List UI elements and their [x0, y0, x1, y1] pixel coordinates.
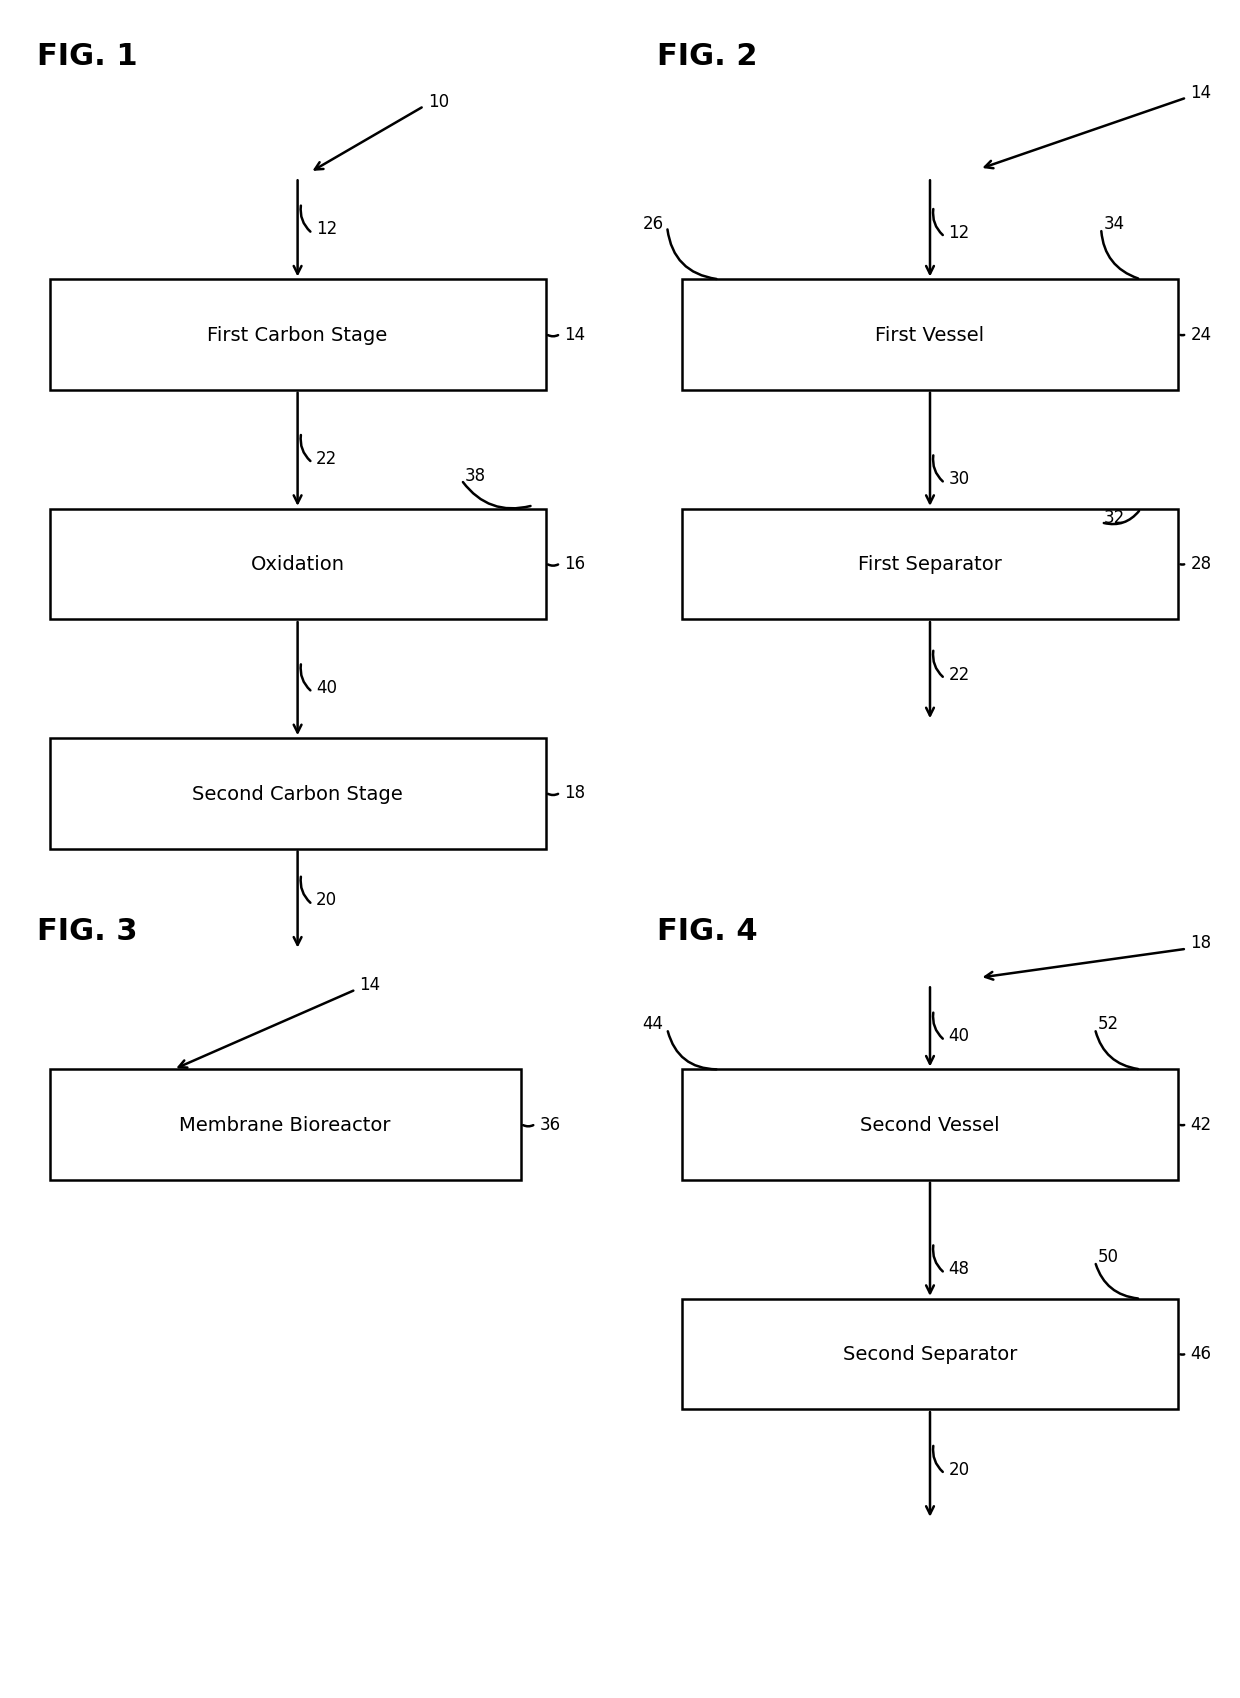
Text: 18: 18 [564, 784, 585, 801]
Bar [682, 1299, 1178, 1409]
Text: Second Separator: Second Separator [843, 1345, 1017, 1363]
Text: 26: 26 [642, 216, 663, 233]
Text: 18: 18 [1190, 934, 1211, 951]
Bar [682, 509, 1178, 620]
Bar [50, 1070, 521, 1180]
Bar [50, 739, 546, 849]
Text: Second Carbon Stage: Second Carbon Stage [192, 784, 403, 803]
Text: First Separator: First Separator [858, 555, 1002, 574]
Text: 12: 12 [316, 221, 337, 238]
Text: 24: 24 [1190, 326, 1211, 343]
Text: FIG. 3: FIG. 3 [37, 917, 138, 946]
Text: Second Vessel: Second Vessel [861, 1116, 999, 1134]
Text: 22: 22 [316, 450, 337, 467]
Text: FIG. 4: FIG. 4 [657, 917, 758, 946]
Text: 42: 42 [1190, 1116, 1211, 1133]
Text: 40: 40 [316, 679, 337, 696]
Bar [50, 509, 546, 620]
Text: FIG. 1: FIG. 1 [37, 42, 138, 71]
Text: Membrane Bioreactor: Membrane Bioreactor [180, 1116, 391, 1134]
Text: Oxidation: Oxidation [250, 555, 345, 574]
Text: 14: 14 [1190, 85, 1211, 102]
Text: 12: 12 [949, 224, 970, 241]
Text: 48: 48 [949, 1260, 970, 1277]
Text: 32: 32 [1104, 509, 1125, 526]
Bar [50, 280, 546, 391]
Text: 10: 10 [428, 93, 449, 110]
Text: 52: 52 [1097, 1015, 1118, 1032]
Text: 50: 50 [1097, 1248, 1118, 1265]
Text: 40: 40 [949, 1027, 970, 1044]
Text: 20: 20 [949, 1460, 970, 1477]
Text: 30: 30 [949, 470, 970, 487]
Text: 16: 16 [564, 555, 585, 572]
Text: 34: 34 [1104, 216, 1125, 233]
Text: First Carbon Stage: First Carbon Stage [207, 326, 388, 345]
Bar [682, 1070, 1178, 1180]
Text: 28: 28 [1190, 555, 1211, 572]
Text: First Vessel: First Vessel [875, 326, 985, 345]
Text: FIG. 2: FIG. 2 [657, 42, 758, 71]
Text: 36: 36 [539, 1116, 560, 1133]
Text: 38: 38 [465, 467, 486, 484]
Text: 22: 22 [949, 666, 970, 683]
Text: 46: 46 [1190, 1345, 1211, 1362]
Text: 14: 14 [564, 326, 585, 343]
Text: 14: 14 [360, 976, 381, 993]
Bar [682, 280, 1178, 391]
Text: 20: 20 [316, 891, 337, 908]
Text: 44: 44 [642, 1015, 663, 1032]
